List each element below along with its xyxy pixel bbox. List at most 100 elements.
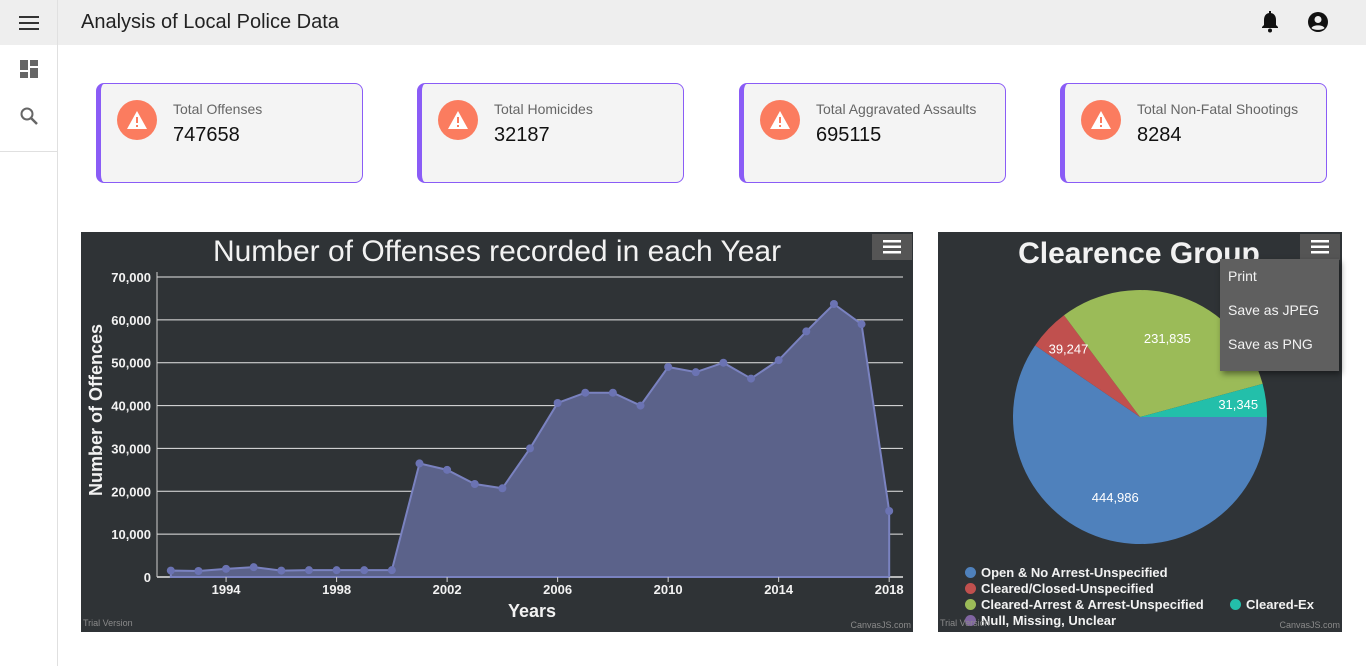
data-point[interactable] xyxy=(249,563,258,572)
top-app-bar: Analysis of Local Police Data xyxy=(58,0,1366,45)
x-tick-label: 2018 xyxy=(875,582,904,597)
stat-value: 32187 xyxy=(494,124,550,146)
data-point[interactable] xyxy=(194,567,203,575)
slice-label: 231,835 xyxy=(1144,331,1191,346)
data-point[interactable] xyxy=(526,444,534,453)
y-tick-label: 40,000 xyxy=(111,399,151,414)
legend-item[interactable]: Cleared-Arrest & Arrest-Unspecified xyxy=(965,597,1204,612)
chart-export-menu: Print Save as JPEG Save as PNG xyxy=(1220,259,1339,371)
area-series xyxy=(169,302,891,578)
account-circle-icon xyxy=(1308,12,1328,32)
stat-card-total-aggravated-assaults: Total Aggravated Assaults 695115 xyxy=(739,83,1006,183)
legend-item[interactable]: Cleared/Closed-Unspecified xyxy=(965,581,1154,596)
data-point[interactable] xyxy=(691,368,700,377)
nav-dashboard[interactable] xyxy=(0,49,57,89)
data-point[interactable] xyxy=(360,566,369,575)
data-point[interactable] xyxy=(829,300,838,308)
data-point[interactable] xyxy=(498,484,507,493)
data-point[interactable] xyxy=(857,320,866,329)
page-title: Analysis of Local Police Data xyxy=(81,11,339,33)
pie-slice[interactable] xyxy=(1140,383,1267,417)
warning-icon xyxy=(760,100,800,140)
data-point[interactable] xyxy=(304,566,313,575)
warning-icon xyxy=(438,100,478,140)
data-point[interactable] xyxy=(470,480,479,488)
sidebar-divider xyxy=(0,151,57,152)
pie-slice[interactable] xyxy=(1013,345,1267,544)
bell-icon xyxy=(1262,11,1278,33)
y-tick-label: 50,000 xyxy=(111,356,151,371)
pie-slice[interactable] xyxy=(1035,315,1140,417)
data-point[interactable] xyxy=(581,388,590,397)
data-point[interactable] xyxy=(387,566,396,575)
data-point[interactable] xyxy=(415,459,424,468)
data-point[interactable] xyxy=(774,356,783,365)
menu-button[interactable] xyxy=(0,0,57,45)
stat-value: 695115 xyxy=(816,124,882,146)
y-tick-label: 10,000 xyxy=(111,527,151,542)
pie-slice[interactable] xyxy=(1063,290,1263,417)
y-tick-label: 70,000 xyxy=(111,270,151,285)
canvasjs-credit[interactable]: CanvasJS.com xyxy=(850,620,911,630)
clearence-group-chart: Clearence Group 444,986 39,247 231,835 31,3… xyxy=(938,232,1342,632)
chart-menu-button[interactable] xyxy=(872,234,912,260)
warning-icon xyxy=(1081,100,1121,140)
legend-marker xyxy=(965,567,976,578)
legend-item[interactable]: Open & No Arrest-Unspecified xyxy=(965,565,1168,580)
nav-search[interactable] xyxy=(0,96,57,136)
data-point[interactable] xyxy=(802,327,811,336)
legend-label: Cleared-Arrest & Arrest-Unspecified xyxy=(981,597,1204,612)
legend-item[interactable]: Null, Missing, Unclear xyxy=(965,613,1116,628)
chart-menu-button[interactable] xyxy=(1300,234,1340,260)
data-point[interactable] xyxy=(277,566,286,575)
data-point[interactable] xyxy=(443,465,452,474)
data-point[interactable] xyxy=(636,401,645,410)
menu-item-save-png[interactable]: Save as PNG xyxy=(1228,336,1313,352)
warning-icon xyxy=(117,100,157,140)
pie-chart-svg: Clearence Group 444,986 39,247 231,835 31,3… xyxy=(1013,237,1267,544)
area-chart-svg: Number of Offenses recorded in each Year… xyxy=(86,235,904,621)
stat-label: Total Offenses xyxy=(173,101,263,117)
stat-value: 8284 xyxy=(1137,124,1182,146)
y-tick-label: 60,000 xyxy=(111,313,151,328)
legend-label: Cleared-Ex xyxy=(1246,597,1314,612)
menu-item-print[interactable]: Print xyxy=(1228,268,1257,284)
stat-card-total-non-fatal-shootings: Total Non-Fatal Shootings 8284 xyxy=(1060,83,1327,183)
hamburger-icon xyxy=(18,15,39,30)
hamburger-icon xyxy=(1311,240,1329,254)
stat-label: Total Non-Fatal Shootings xyxy=(1137,101,1299,117)
x-tick-label: 1994 xyxy=(212,582,242,597)
legend-marker xyxy=(965,583,976,594)
canvasjs-credit[interactable]: CanvasJS.com xyxy=(1279,620,1340,630)
data-point[interactable] xyxy=(719,358,728,367)
trial-version-label: Trial Version xyxy=(83,618,133,628)
offenses-per-year-chart: Number of Offenses recorded in each Year… xyxy=(81,232,913,632)
slice-label: 444,986 xyxy=(1092,490,1139,505)
stat-value: 747658 xyxy=(173,124,240,146)
stat-card-total-offenses: Total Offenses 747658 xyxy=(96,83,363,183)
legend-label: Null, Missing, Unclear xyxy=(981,613,1117,628)
data-point[interactable] xyxy=(222,564,231,573)
slice-label: 39,247 xyxy=(1049,341,1089,356)
stat-label: Total Aggravated Assaults xyxy=(816,101,977,117)
data-point[interactable] xyxy=(553,399,562,407)
legend-marker xyxy=(965,615,976,626)
data-point[interactable] xyxy=(608,388,617,397)
x-axis-label: Years xyxy=(508,601,556,621)
legend-label: Cleared/Closed-Unspecified xyxy=(981,581,1154,596)
data-point[interactable] xyxy=(332,566,341,575)
data-point[interactable] xyxy=(166,566,175,575)
data-point[interactable] xyxy=(664,363,673,371)
stat-card-total-homicides: Total Homicides 32187 xyxy=(417,83,684,183)
stat-label: Total Homicides xyxy=(494,101,593,117)
menu-item-save-jpeg[interactable]: Save as JPEG xyxy=(1228,302,1320,318)
notifications-button[interactable] xyxy=(1258,10,1282,34)
trial-version-label: Trial Version xyxy=(940,618,990,628)
data-point[interactable] xyxy=(885,507,894,515)
account-button[interactable] xyxy=(1306,10,1330,34)
y-axis-label: Number of Offences xyxy=(86,324,106,496)
data-point[interactable] xyxy=(747,374,756,383)
legend-item[interactable]: Cleared-Ex xyxy=(1230,597,1314,612)
legend-marker xyxy=(965,599,976,610)
legend-marker xyxy=(1230,599,1241,610)
